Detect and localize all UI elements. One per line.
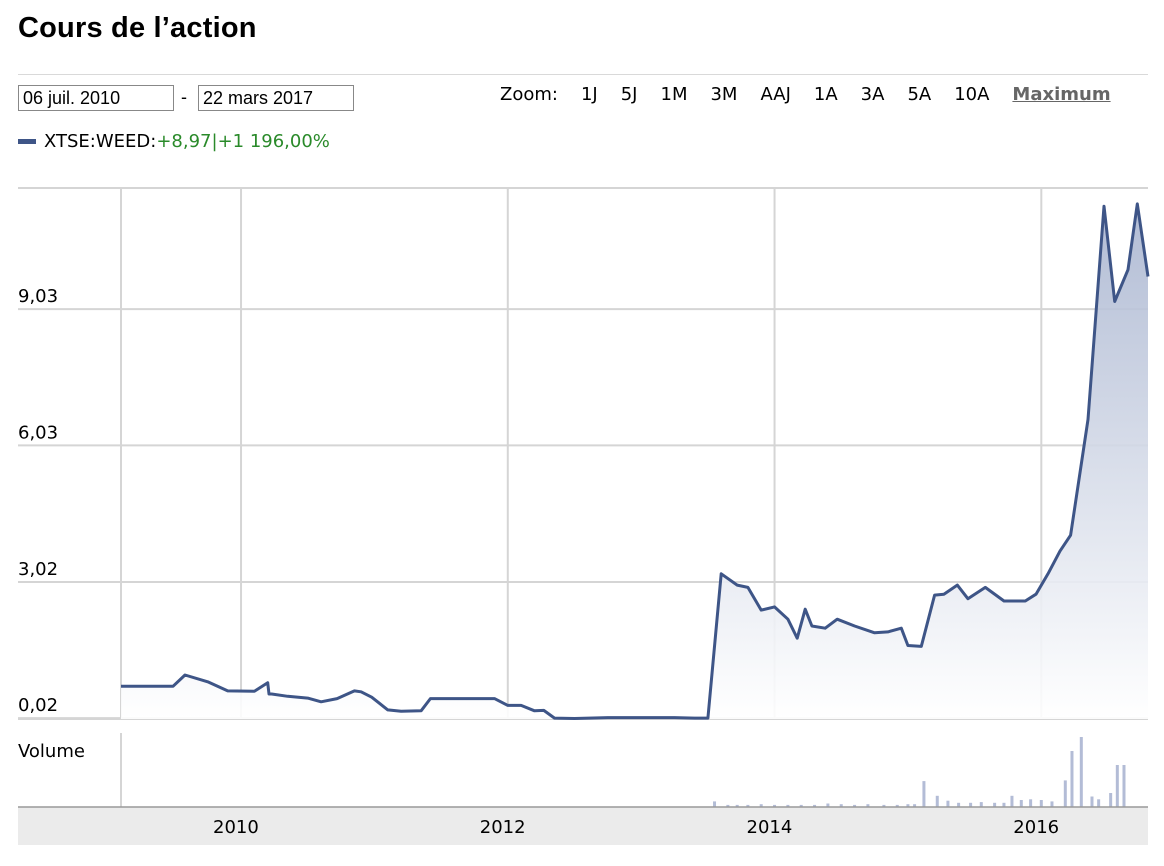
volume-bar <box>759 804 763 807</box>
price-area-fill <box>121 203 1148 719</box>
chart-legend: XTSE:WEED: +8,97|+1 196,00% <box>18 131 330 152</box>
volume-bar <box>906 804 910 807</box>
volume-bar <box>1097 799 1101 807</box>
volume-bar <box>853 804 857 807</box>
volume-bar <box>713 801 717 807</box>
volume-bar <box>735 804 739 807</box>
y-tick-label: 9,03 <box>18 286 58 307</box>
y-tick-label: 3,02 <box>18 559 58 580</box>
volume-label: Volume <box>18 741 85 762</box>
volume-bar <box>882 804 886 807</box>
zoom-label: Zoom: <box>500 84 558 105</box>
zoom-1m[interactable]: 1M <box>660 84 688 105</box>
x-tick-label: 2010 <box>213 817 259 838</box>
volume-bar <box>969 802 973 807</box>
volume-bar <box>826 803 830 807</box>
x-tick-label: 2012 <box>480 817 526 838</box>
zoom-aaj[interactable]: AAJ <box>760 84 791 105</box>
x-tick-label: 2014 <box>747 817 793 838</box>
volume-bar <box>1029 799 1033 807</box>
volume-bar <box>922 781 926 807</box>
x-axis: 2010 2012 2014 2016 <box>18 806 1148 845</box>
volume-bar <box>866 804 870 807</box>
volume-bar <box>979 802 983 807</box>
volume-bar <box>1070 751 1074 807</box>
x-tick-label: 2016 <box>1013 817 1059 838</box>
volume-bar <box>746 804 750 807</box>
legend-change: +8,97|+1 196,00% <box>156 131 330 152</box>
zoom-1a[interactable]: 1A <box>813 84 838 105</box>
zoom-1j[interactable]: 1J <box>580 84 598 105</box>
volume-bar <box>946 800 950 807</box>
volume-panel: Volume <box>18 733 1126 807</box>
zoom-bar: Zoom: 1J 5J 1M 3M AAJ 1A 3A 5A 10A Maxim… <box>500 84 1111 105</box>
zoom-5j[interactable]: 5J <box>620 84 638 105</box>
volume-bar <box>1019 800 1023 807</box>
zoom-3m[interactable]: 3M <box>710 84 738 105</box>
zoom-maximum[interactable]: Maximum <box>1012 84 1111 105</box>
volume-bar <box>1063 780 1067 807</box>
volume-bar <box>1010 795 1014 807</box>
volume-bar <box>1050 801 1054 807</box>
volume-bar <box>1039 800 1043 807</box>
volume-bar <box>1109 793 1113 807</box>
page-title: Cours de l’action <box>18 12 257 44</box>
volume-bar <box>1090 796 1094 807</box>
start-date-input[interactable] <box>18 85 174 111</box>
volume-bar <box>935 795 939 807</box>
header-divider <box>18 74 1148 75</box>
price-line <box>121 202 1150 720</box>
y-tick-label: 6,03 <box>18 422 58 443</box>
volume-bar <box>786 804 790 807</box>
end-date-input[interactable] <box>198 85 354 111</box>
volume-bar <box>895 804 899 807</box>
volume-bar <box>993 802 997 807</box>
volume-bar <box>913 804 917 807</box>
volume-bar <box>799 804 803 807</box>
legend-ticker: XTSE:WEED: <box>44 131 157 152</box>
volume-bar <box>1002 802 1006 807</box>
volume-bar <box>773 804 777 807</box>
legend-swatch <box>18 139 36 144</box>
volume-bar <box>813 804 817 807</box>
zoom-3a[interactable]: 3A <box>860 84 885 105</box>
volume-bar <box>1122 765 1126 807</box>
x-axis-band <box>18 807 1148 845</box>
price-area <box>120 202 1150 720</box>
y-tick-label: 0,02 <box>18 695 58 716</box>
volume-bar <box>839 804 843 807</box>
date-range-separator: - <box>181 87 187 107</box>
zoom-10a[interactable]: 10A <box>954 84 990 105</box>
volume-bar <box>726 804 730 807</box>
zoom-5a[interactable]: 5A <box>907 84 932 105</box>
volume-bar <box>1115 765 1119 807</box>
volume-bar <box>957 802 961 807</box>
y-axis: 0,02 3,02 6,03 9,03 <box>18 286 58 716</box>
volume-bar <box>1079 737 1083 807</box>
